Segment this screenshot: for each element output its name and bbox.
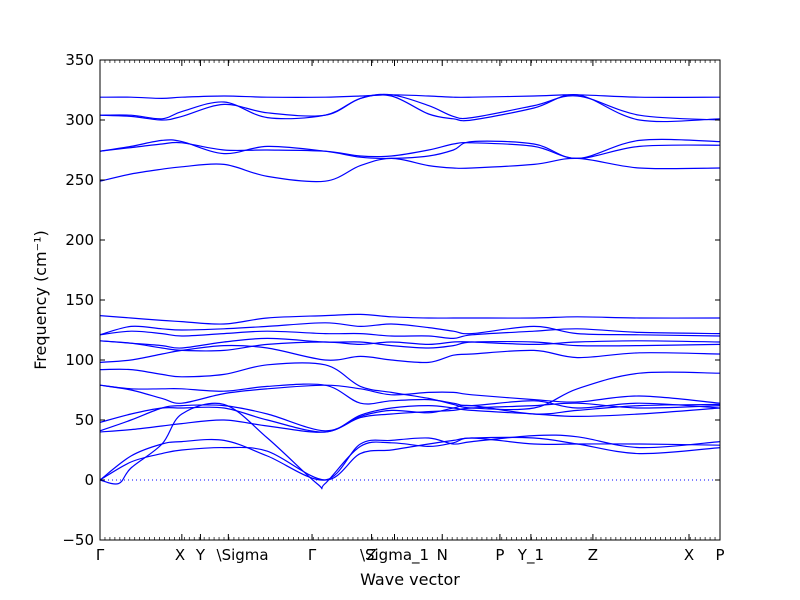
band-line-6 xyxy=(99,403,721,432)
x-tick-label: \Sigma_1 xyxy=(360,546,429,565)
band-line-1 xyxy=(99,402,721,490)
y-tick-label: 50 xyxy=(75,411,94,429)
band-line-14 xyxy=(99,313,721,325)
plot-frame xyxy=(99,59,721,541)
band-line-7 xyxy=(99,384,721,404)
band-line-4 xyxy=(99,402,721,433)
band-line-5 xyxy=(99,404,721,433)
x-tick-label: Z xyxy=(366,546,376,564)
x-tick-label: N xyxy=(437,546,448,564)
plot-area xyxy=(100,60,720,540)
band-line-2 xyxy=(99,436,721,481)
band-line-13 xyxy=(99,328,721,340)
band-line-11 xyxy=(99,337,721,349)
band-line-21 xyxy=(99,94,721,100)
x-tick-label: X xyxy=(175,546,185,564)
y-tick-label: 100 xyxy=(65,351,94,369)
y-tick-label: 250 xyxy=(65,171,94,189)
y-tick-label: 350 xyxy=(65,51,94,69)
band-line-8 xyxy=(99,383,721,409)
series-layer xyxy=(99,93,721,490)
x-tick-label: P xyxy=(715,546,724,564)
band-line-16 xyxy=(99,157,721,183)
x-tick-label: Γ xyxy=(308,546,317,564)
x-tick-label: Γ xyxy=(96,546,105,564)
band-line-9 xyxy=(99,362,721,411)
x-tick-label: X xyxy=(684,546,694,564)
x-tick-label: \Sigma xyxy=(217,546,269,564)
y-axis-label: Frequency (cm⁻¹) xyxy=(31,230,50,369)
x-tick-label: P xyxy=(495,546,504,564)
x-tick-label: Y_1 xyxy=(517,546,544,565)
y-tick-label: 200 xyxy=(65,231,94,249)
band-line-12 xyxy=(99,340,721,352)
x-axis-label: Wave vector xyxy=(360,570,460,589)
x-tick-label: Y xyxy=(195,546,206,564)
x-tick-label: Z xyxy=(588,546,598,564)
y-tick-label: 150 xyxy=(65,291,94,309)
band-line-10 xyxy=(99,344,721,364)
y-tick-label: −50 xyxy=(62,531,94,549)
band-line-3 xyxy=(99,434,721,481)
band-line-18 xyxy=(99,138,721,160)
y-tick-label: 0 xyxy=(84,471,94,489)
y-tick-label: 300 xyxy=(65,111,94,129)
band-line-15 xyxy=(99,322,721,337)
